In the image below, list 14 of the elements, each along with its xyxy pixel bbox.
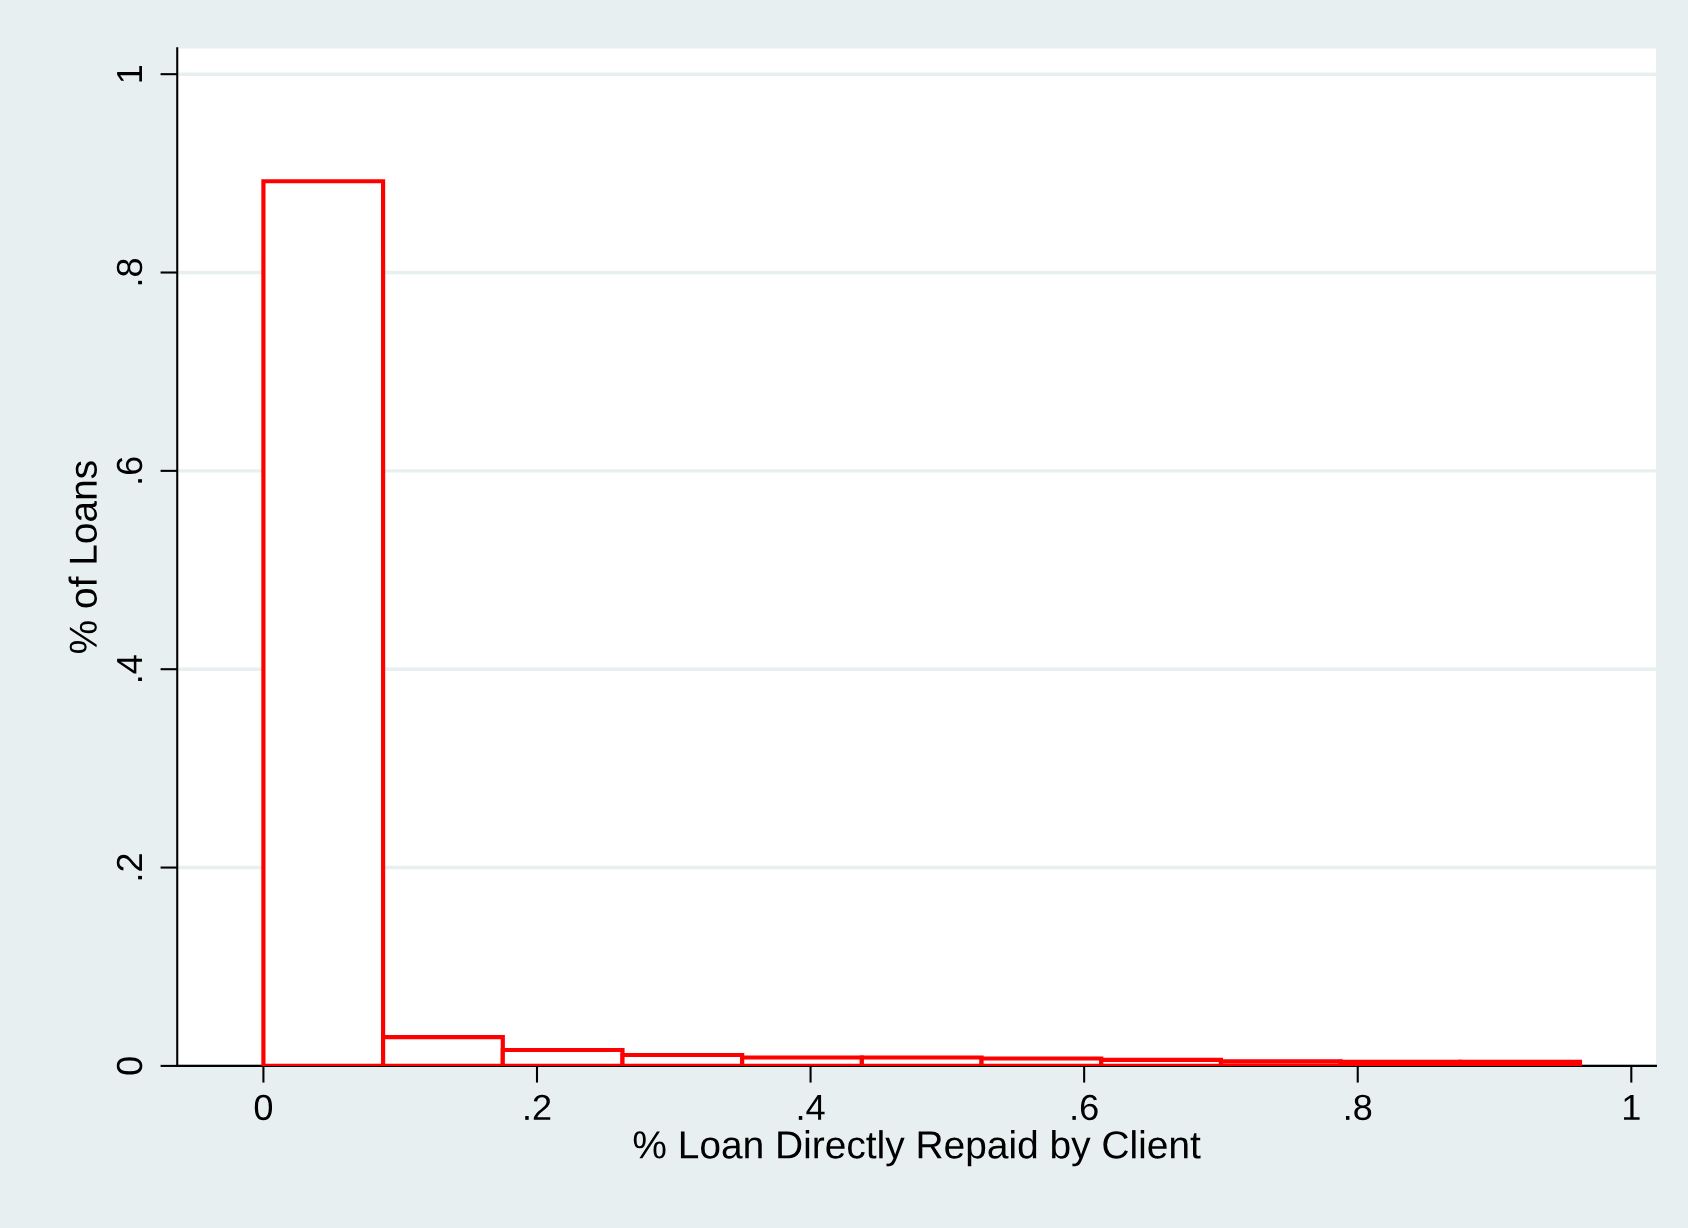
y-tick-label: .6 xyxy=(116,457,143,483)
x-tick-label: .2 xyxy=(525,1094,551,1120)
y-tick-label: 0 xyxy=(116,1057,143,1075)
x-tick-label: 0 xyxy=(254,1094,273,1121)
y-tick-label: .8 xyxy=(116,259,143,285)
x-axis-title: % Loan Directly Repaid by Client xyxy=(633,1130,1201,1167)
y-axis-title: % of Loans xyxy=(68,461,97,654)
x-tick-label: .4 xyxy=(798,1095,825,1120)
y-tick-label: 1 xyxy=(117,65,142,82)
x-tick-label: .6 xyxy=(1072,1094,1098,1121)
x-tick-label: .8 xyxy=(1345,1094,1372,1121)
y-tick-label: .2 xyxy=(116,854,142,880)
x-tick-label: 1 xyxy=(1624,1095,1640,1120)
y-tick-label: .4 xyxy=(117,655,142,681)
